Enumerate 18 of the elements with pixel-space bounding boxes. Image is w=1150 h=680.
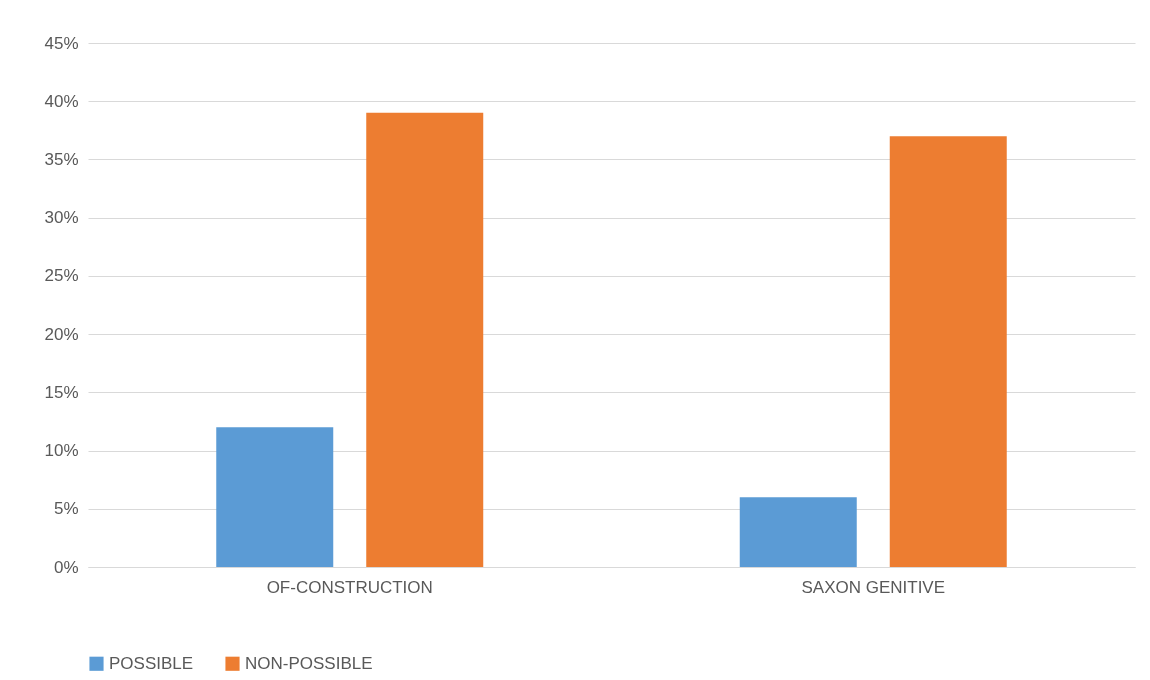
y-tick-label: 15% [44,382,79,402]
bar [739,497,857,567]
x-tick-label: SAXON GENITIVE [801,577,946,597]
y-tick-label: 45% [44,33,79,53]
y-tick-label: 35% [44,149,79,169]
bar [366,112,484,567]
y-tick-label: 0% [53,557,79,577]
legend-label: POSSIBLE [109,653,194,673]
y-tick-label: 30% [44,208,79,228]
bar [889,136,1007,567]
y-tick-label: 25% [44,266,79,286]
bar [216,427,334,567]
y-tick-label: 40% [44,91,79,111]
y-tick-label: 5% [53,499,79,519]
y-tick-label: 20% [44,324,79,344]
y-tick-label: 10% [44,441,79,461]
legend-label: NON-POSSIBLE [245,653,373,673]
x-tick-label: OF-CONSTRUCTION [266,577,433,597]
